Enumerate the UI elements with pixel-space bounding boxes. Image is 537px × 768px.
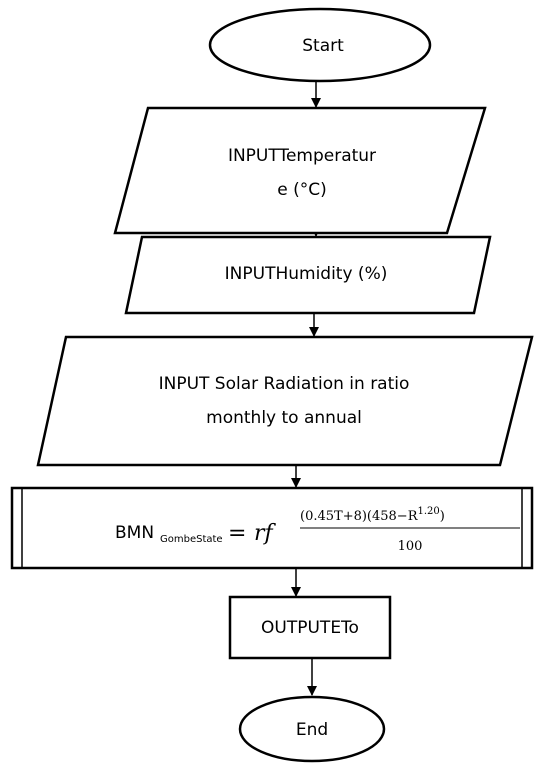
node-label: INPUTTemperatur: [228, 146, 376, 166]
end-terminal: [238, 695, 386, 763]
input-parallelogram: [124, 235, 492, 315]
node-label: e (°C): [277, 180, 327, 200]
start-terminal: [208, 7, 432, 83]
formula-numerator: (0.45T+8)(458−R1.20): [300, 506, 445, 524]
numerator-text: (0.45T+8)(458−R: [300, 509, 419, 524]
formula-equals: =: [228, 521, 246, 546]
node-label: Start: [302, 36, 344, 56]
formula-lhs: BMN: [115, 523, 154, 543]
numerator-end: ): [440, 509, 445, 524]
node-label: INPUT Solar Radiation in ratio: [159, 374, 410, 394]
input-parallelogram: [36, 335, 534, 467]
formula-denominator: 100: [398, 539, 423, 554]
node-label: End: [296, 720, 328, 740]
formula-subscript: GombeState: [160, 534, 223, 545]
node-label: monthly to annual: [206, 408, 362, 428]
node-label: INPUTHumidity (%): [225, 264, 388, 284]
input-parallelogram: [113, 106, 487, 235]
output-box: [228, 595, 392, 660]
node-label: OUTPUTETo: [261, 618, 359, 638]
exponent: 1.20: [418, 506, 440, 517]
formula-rf: rf: [254, 521, 277, 546]
